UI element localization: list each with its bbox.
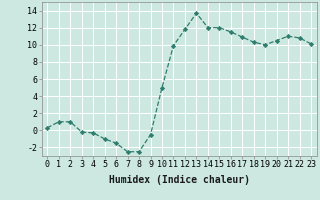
X-axis label: Humidex (Indice chaleur): Humidex (Indice chaleur) (109, 175, 250, 185)
